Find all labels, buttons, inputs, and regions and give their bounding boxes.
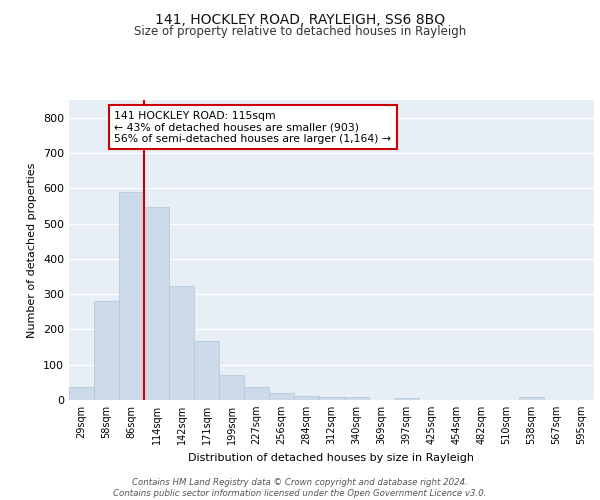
Bar (69, 386, 94, 400)
Y-axis label: Number of detached properties: Number of detached properties (28, 162, 37, 338)
Text: 141, HOCKLEY ROAD, RAYLEIGH, SS6 8BQ: 141, HOCKLEY ROAD, RAYLEIGH, SS6 8BQ (155, 12, 445, 26)
Bar (344, 397, 369, 400)
Bar (169, 286, 194, 400)
X-axis label: Distribution of detached houses by size in Rayleigh: Distribution of detached houses by size … (188, 452, 475, 462)
Bar (319, 397, 344, 400)
Bar (394, 398, 419, 400)
Bar (119, 192, 144, 400)
Text: Contains HM Land Registry data © Crown copyright and database right 2024.
Contai: Contains HM Land Registry data © Crown c… (113, 478, 487, 498)
Bar (294, 396, 319, 400)
Bar (269, 393, 294, 400)
Bar (194, 340, 219, 400)
Bar (144, 206, 169, 400)
Bar (519, 397, 544, 400)
Bar (94, 301, 119, 400)
Bar (219, 376, 244, 400)
Text: 141 HOCKLEY ROAD: 115sqm
← 43% of detached houses are smaller (903)
56% of semi-: 141 HOCKLEY ROAD: 115sqm ← 43% of detach… (114, 110, 391, 144)
Bar (244, 386, 269, 400)
Text: Size of property relative to detached houses in Rayleigh: Size of property relative to detached ho… (134, 25, 466, 38)
